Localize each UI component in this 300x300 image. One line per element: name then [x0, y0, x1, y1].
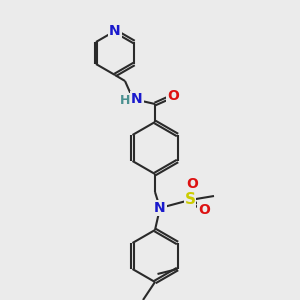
Text: N: N — [131, 92, 143, 106]
Text: O: O — [167, 89, 179, 103]
Text: N: N — [154, 201, 166, 215]
Text: N: N — [109, 24, 121, 38]
Text: O: O — [186, 177, 198, 191]
Text: H: H — [120, 94, 130, 106]
Text: S: S — [184, 193, 196, 208]
Text: O: O — [198, 203, 210, 217]
